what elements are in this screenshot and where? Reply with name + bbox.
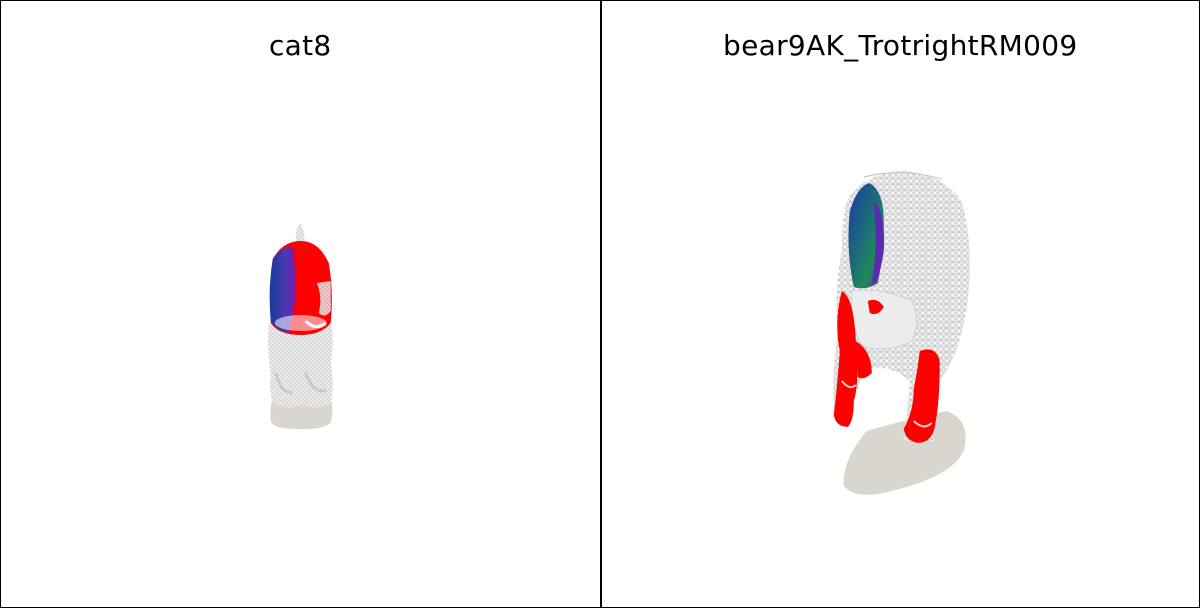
cat-blue-region xyxy=(269,246,296,333)
left-viewport[interactable]: cat8 xyxy=(1,1,600,607)
left-panel-title: cat8 xyxy=(268,29,332,62)
cat-render[interactable] xyxy=(1,1,600,607)
cat-tail xyxy=(295,223,305,247)
right-viewport[interactable]: bear9AK_TrotrightRM009 xyxy=(599,1,1200,607)
bear-render[interactable] xyxy=(602,1,1200,607)
bear-red-left-leg xyxy=(833,291,857,427)
cat-body xyxy=(268,322,333,408)
bear-red-right-leg xyxy=(903,349,940,443)
right-panel-title: bear9AK_TrotrightRM009 xyxy=(723,29,1078,62)
bear-shadow xyxy=(843,410,966,495)
